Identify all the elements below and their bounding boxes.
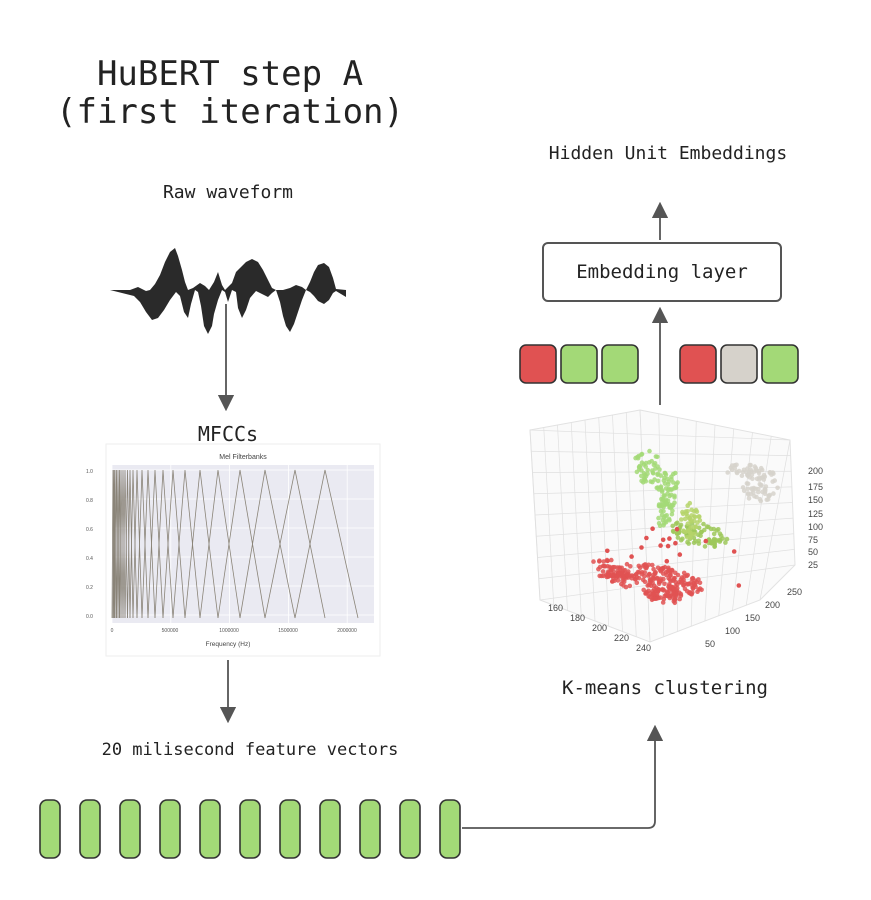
cluster-ztick: 25 [808,560,818,570]
mfcc-ytick: 0.4 [86,556,93,562]
feature-vector [119,799,141,859]
unit-token-green [601,344,639,384]
cluster-ztick: 200 [808,466,823,476]
mfccs-label: MFCCs [197,422,259,446]
feature-vector [39,799,61,859]
unit-tokens-left [519,344,639,384]
raw-waveform-label: Raw waveform [162,182,294,203]
feature-vector [439,799,461,859]
waveform-shape [110,248,346,334]
feature-vector [359,799,381,859]
cluster-ztick: 175 [808,482,823,492]
embedding-layer-label: Embedding layer [576,261,748,283]
title-line-1: HuBERT step A [96,54,364,94]
cluster-xtick: 200 [592,623,607,633]
unit-token-green [560,344,598,384]
cluster-ytick: 100 [725,626,740,636]
unit-token-red [679,344,717,384]
mfcc-xtick: 0 [111,628,114,634]
cluster-ztick: 125 [808,509,823,519]
mfcc-ytick: 0.0 [86,614,93,620]
arrow-features-to-kmeans [462,724,664,829]
unit-tokens-right [679,344,799,384]
mfcc-ytick: 0.8 [86,498,93,504]
cluster-ztick: 100 [808,522,823,532]
feature-vectors [39,799,461,859]
cluster-ztick: 150 [808,495,823,505]
cluster-xtick: 240 [636,643,651,653]
unit-token-red [519,344,557,384]
mfcc-xtick: 2000000 [337,628,357,634]
feature-vectors-label: 20 milisecond feature vectors [101,740,399,760]
mfcc-ytick: 0.2 [86,585,93,591]
feature-vector [279,799,301,859]
mfcc-xtick: 500000 [162,628,179,634]
mfcc-xtick: 1000000 [219,628,239,634]
feature-vector [199,799,221,859]
cluster-xtick: 220 [614,633,629,643]
hidden-unit-embeddings-label: Hidden Unit Embeddings [548,143,788,164]
cluster-ztick: 50 [808,547,818,557]
feature-vector [239,799,261,859]
diagram-title: HuBERT step A (first iteration) [0,55,460,131]
mfcc-ytick: 1.0 [86,469,93,475]
title-line-2: (first iteration) [56,92,404,132]
kmeans-clustering-label: K-means clustering [562,677,768,699]
unit-token-gray [720,344,758,384]
feature-vector [79,799,101,859]
cluster-ytick: 50 [705,639,715,649]
cluster-ztick: 75 [808,535,818,545]
feature-vector [399,799,421,859]
embedding-layer-box: Embedding layer [542,242,782,302]
mfcc-plot-title: Mel Filterbanks [219,454,267,461]
cluster-ytick: 150 [745,613,760,623]
cluster-xtick: 160 [548,603,563,613]
mfcc-xlabel: Frequency (Hz) [206,641,251,648]
cluster-ytick: 250 [787,587,802,597]
cluster-xtick: 180 [570,613,585,623]
mfcc-ytick: 0.6 [86,527,93,533]
feature-vector [159,799,181,859]
mfcc-plot: Mel Filterbanks 1.0 0.8 0.6 0.4 0.2 0.0 … [86,443,381,657]
mfcc-xtick: 1500000 [278,628,298,634]
feature-vector [319,799,341,859]
cluster-ytick: 200 [765,600,780,610]
cluster-plot: 200 175 150 125 100 75 50 25 160 180 200… [529,409,823,653]
unit-token-green [761,344,799,384]
